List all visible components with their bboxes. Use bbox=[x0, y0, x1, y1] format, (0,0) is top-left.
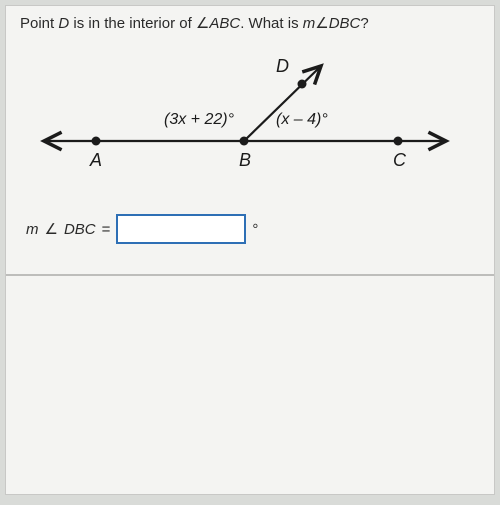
left-angle-label: (3x + 22)° bbox=[164, 111, 235, 128]
answer-angle: ∠ bbox=[45, 220, 58, 238]
point-c-dot bbox=[394, 137, 403, 146]
point-d-dot bbox=[298, 80, 307, 89]
q-prefix: Point bbox=[20, 15, 58, 32]
answer-row: m ∠ DBC = ° bbox=[6, 214, 494, 244]
label-d: D bbox=[276, 56, 289, 76]
q-dbc: DBC bbox=[329, 15, 361, 32]
q-angle: ∠ bbox=[315, 15, 328, 32]
divider bbox=[6, 274, 494, 276]
q-mid2: . What is bbox=[240, 15, 303, 32]
q-m: m bbox=[303, 15, 316, 32]
worksheet-page: Point D is in the interior of ∠ABC. What… bbox=[5, 5, 495, 495]
diagram-svg: (3x + 22)° (x – 4)° A B C D bbox=[6, 46, 496, 196]
answer-input[interactable] bbox=[116, 214, 246, 244]
point-b-dot bbox=[240, 137, 249, 146]
answer-eq: = bbox=[102, 221, 111, 238]
point-a-dot bbox=[92, 137, 101, 146]
q-mid1: is in the interior of ∠ bbox=[69, 15, 209, 32]
question-text: Point D is in the interior of ∠ABC. What… bbox=[6, 6, 494, 32]
answer-m: m bbox=[26, 221, 39, 238]
q-point-d: D bbox=[58, 15, 69, 32]
label-c: C bbox=[393, 150, 407, 170]
q-qmark: ? bbox=[360, 15, 368, 32]
label-a: A bbox=[89, 150, 102, 170]
label-b: B bbox=[239, 150, 251, 170]
geometry-diagram: (3x + 22)° (x – 4)° A B C D bbox=[6, 46, 494, 196]
answer-dbc: DBC bbox=[64, 221, 96, 238]
right-angle-label: (x – 4)° bbox=[276, 111, 328, 128]
q-abc: ABC bbox=[209, 15, 240, 32]
answer-degree: ° bbox=[252, 221, 258, 238]
ray-bd bbox=[244, 66, 321, 141]
